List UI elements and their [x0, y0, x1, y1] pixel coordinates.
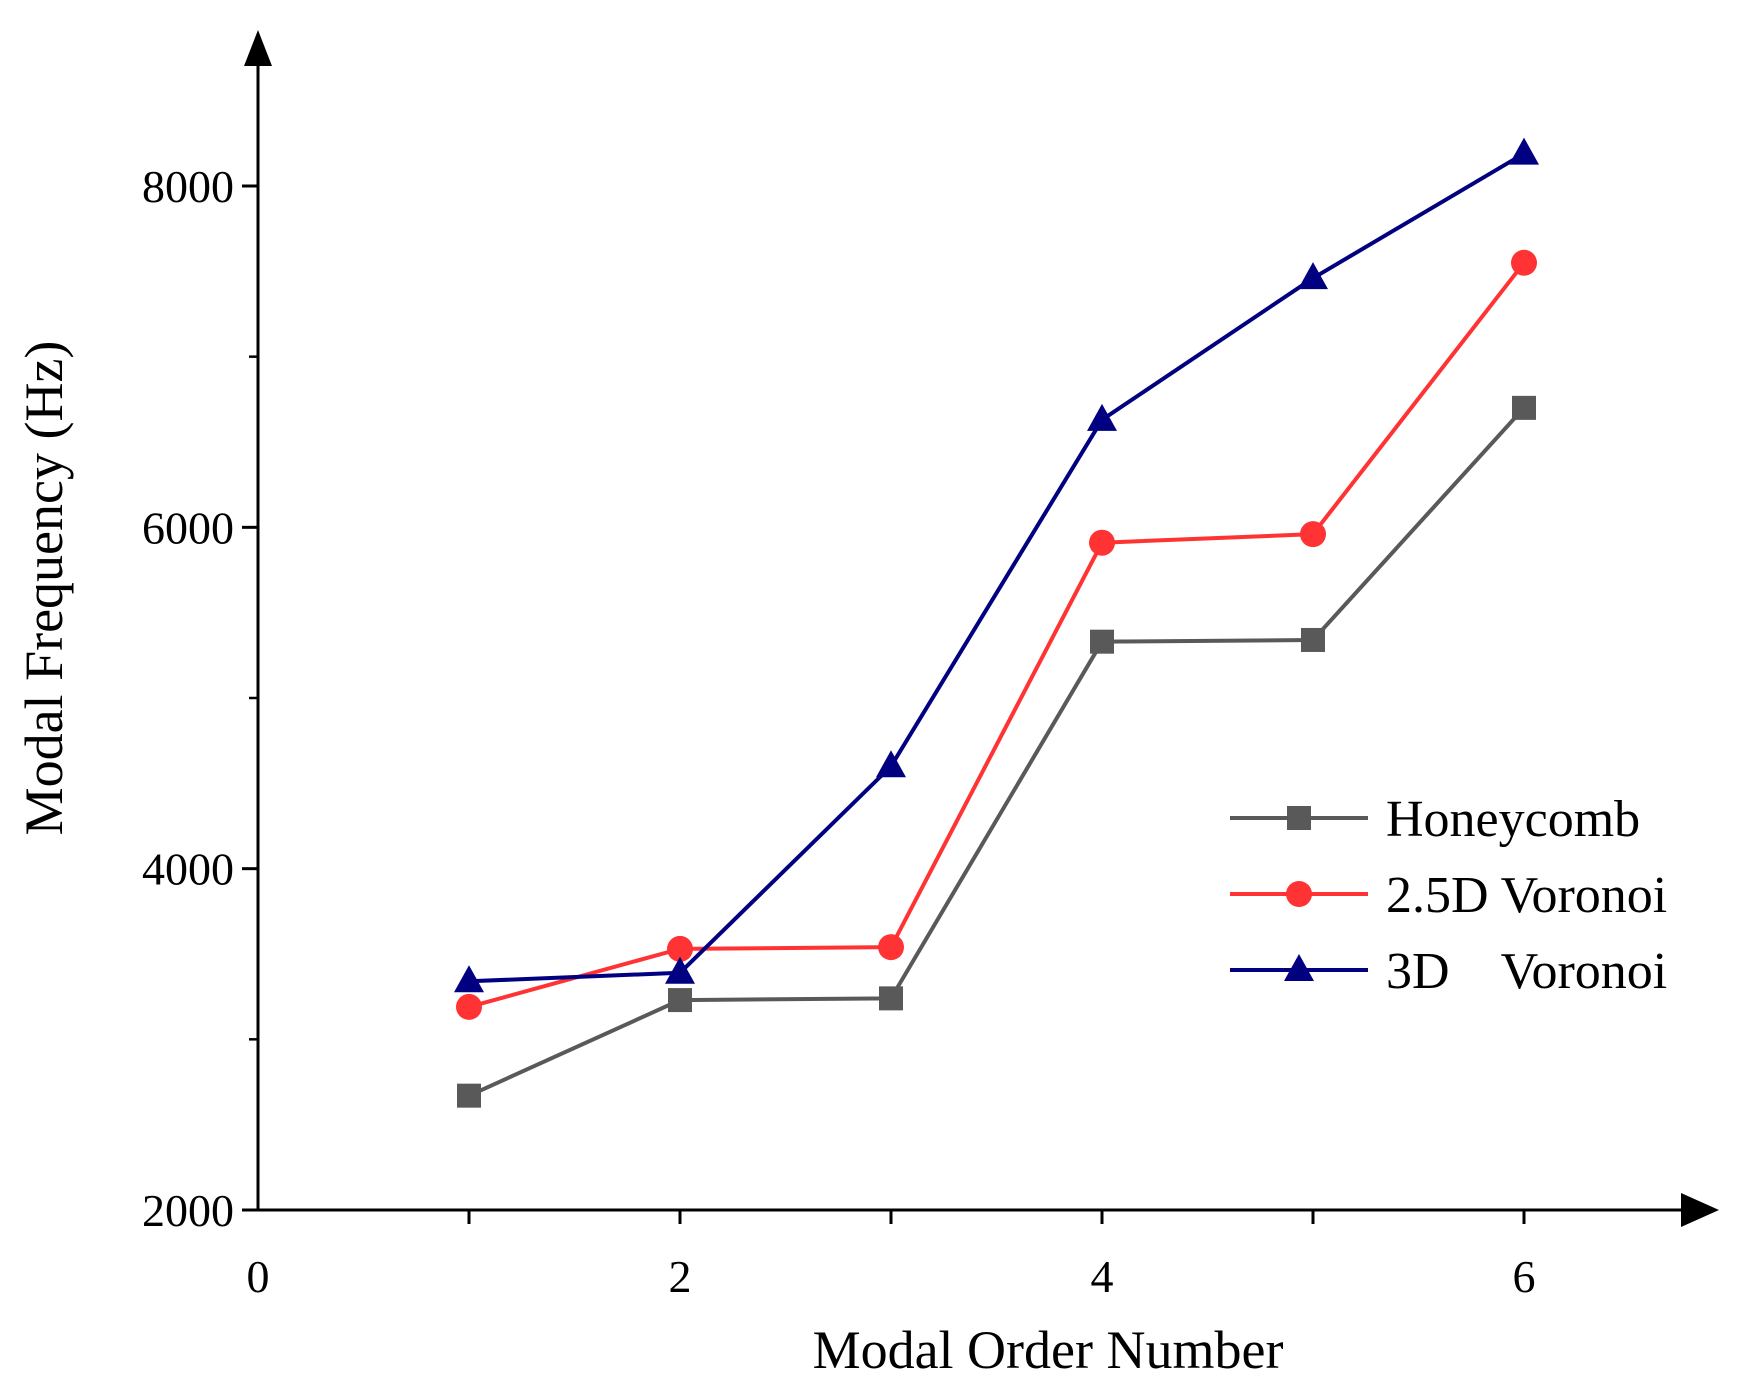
x-tick-label: 6: [1513, 1251, 1536, 1302]
data-point-circle: [1089, 529, 1115, 556]
x-tick-label: 4: [1091, 1251, 1114, 1302]
series: [454, 137, 1539, 1108]
y-tick-label: 4000: [142, 844, 234, 895]
legend-marker-triangle: [1284, 954, 1314, 981]
data-point-square: [1512, 395, 1536, 420]
legend-label: 2.5D Voronoi: [1386, 867, 1667, 924]
legend-label: 3D Voronoi: [1386, 943, 1667, 1000]
legend-item: Honeycomb: [1230, 791, 1640, 848]
series-line: [468, 151, 1526, 984]
legend-item: 3D Voronoi: [1230, 943, 1667, 1000]
axes: [244, 30, 1719, 1227]
data-point-circle: [878, 934, 904, 961]
data-point-square: [1090, 629, 1114, 654]
series-line: [468, 261, 1526, 1009]
data-point-square: [668, 988, 692, 1013]
data-point-triangle: [876, 750, 906, 778]
data-point-circle: [456, 993, 482, 1020]
data-point-square: [1301, 627, 1325, 652]
legend-item: 2.5D Voronoi: [1230, 867, 1667, 924]
ticks: 0 2 4 6 2000 4000 6000 8000: [142, 161, 1536, 1302]
series-circle: [456, 249, 1537, 1020]
data-point-triangle: [1087, 403, 1117, 431]
series-triangle: [454, 137, 1539, 993]
data-point-square: [879, 986, 903, 1011]
data-point-triangle: [1298, 262, 1328, 290]
data-point-square: [457, 1083, 481, 1108]
series-line: [468, 406, 1526, 1098]
data-point-triangle: [665, 956, 695, 984]
y-tick-label: 8000: [142, 161, 234, 212]
x-tick-label: 0: [247, 1251, 270, 1302]
y-tick-label: 6000: [142, 502, 234, 553]
x-tick-label: 2: [669, 1251, 692, 1302]
legend-marker-square: [1287, 806, 1311, 830]
series-square: [457, 395, 1536, 1108]
y-axis-title: Modal Frequency (Hz): [14, 341, 74, 836]
legend: Honeycomb 2.5D Voronoi 3D Voronoi: [1230, 791, 1667, 1000]
data-point-triangle: [454, 965, 484, 993]
legend-label: Honeycomb: [1386, 791, 1640, 848]
data-point-triangle: [1509, 137, 1539, 165]
y-tick-label: 2000: [142, 1185, 234, 1236]
data-point-circle: [1300, 521, 1326, 548]
data-point-circle: [1511, 249, 1537, 276]
x-axis-title: Modal Order Number: [813, 1320, 1284, 1380]
data-point-circle: [667, 935, 693, 962]
legend-marker-circle: [1286, 881, 1312, 907]
y-axis-arrow-icon: [244, 30, 272, 66]
x-axis-arrow-icon: [1681, 1193, 1719, 1227]
